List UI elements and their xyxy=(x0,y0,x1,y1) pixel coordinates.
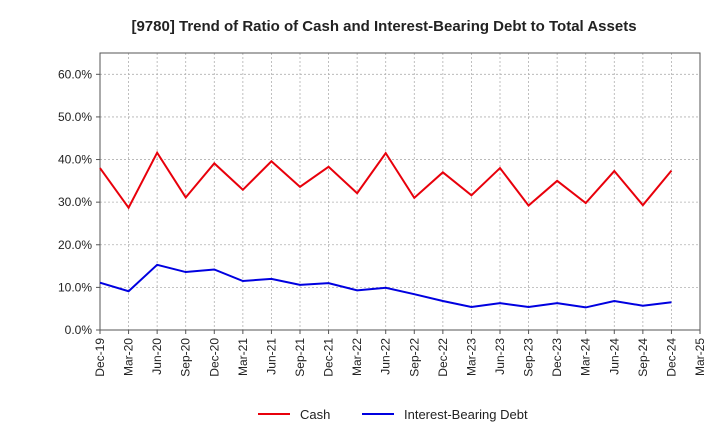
plot-background xyxy=(100,53,700,330)
x-tick-label: Jun-22 xyxy=(379,338,393,375)
y-tick-label: 50.0% xyxy=(58,110,92,124)
x-tick-label: Dec-24 xyxy=(664,338,678,377)
x-tick-label: Jun-23 xyxy=(493,338,507,375)
y-tick-label: 10.0% xyxy=(58,280,92,294)
y-axis: 0.0% 10.0% 20.0% 30.0% 40.0% 50.0% 60.0% xyxy=(58,67,100,337)
x-tick-label: Mar-21 xyxy=(236,338,250,376)
series-group xyxy=(99,150,673,309)
x-tick-label: Sep-23 xyxy=(522,338,536,377)
x-tick-label: Dec-22 xyxy=(436,338,450,377)
x-tick-label: Sep-22 xyxy=(407,338,421,377)
x-tick-label: Mar-24 xyxy=(579,338,593,376)
x-tick-label: Sep-21 xyxy=(293,338,307,377)
y-tick-label: 30.0% xyxy=(58,195,92,209)
x-tick-label: Mar-23 xyxy=(464,338,478,376)
x-axis: Dec-19 Mar-20 Jun-20 Sep-20 Dec-20 Mar-21 Jun-… xyxy=(93,330,707,377)
series-line-cash xyxy=(99,150,673,210)
x-tick-label: Jun-21 xyxy=(264,338,278,375)
legend-item-cash-label: Cash xyxy=(300,407,330,422)
chart-title: [9780] Trend of Ratio of Cash and Intere… xyxy=(131,18,636,35)
x-tick-label: Mar-20 xyxy=(122,338,136,376)
x-tick-label: Dec-19 xyxy=(93,338,107,377)
y-tick-label: 40.0% xyxy=(58,153,92,167)
x-tick-label: Dec-20 xyxy=(207,338,221,377)
y-tick-label: 0.0% xyxy=(65,323,93,337)
legend-item-interest-bearing-debt-label: Interest-Bearing Debt xyxy=(404,407,528,422)
x-tick-label: Dec-21 xyxy=(322,338,336,377)
grid xyxy=(99,52,701,331)
x-tick-label: Sep-20 xyxy=(179,338,193,377)
x-tick-label: Sep-24 xyxy=(636,338,650,377)
series-line-interest-bearing-debt xyxy=(99,263,672,309)
x-tick-label: Jun-20 xyxy=(150,338,164,375)
plot-area xyxy=(100,53,700,330)
x-tick-label: Mar-25 xyxy=(693,338,707,376)
y-tick-label: 60.0% xyxy=(58,67,92,81)
x-tick-label: Jun-24 xyxy=(607,338,621,375)
x-tick-label: Mar-22 xyxy=(350,338,364,376)
legend: Cash Interest-Bearing Debt xyxy=(258,407,528,422)
plot-border xyxy=(99,52,701,331)
x-tick-label: Dec-23 xyxy=(550,338,564,377)
y-tick-label: 20.0% xyxy=(58,238,92,252)
